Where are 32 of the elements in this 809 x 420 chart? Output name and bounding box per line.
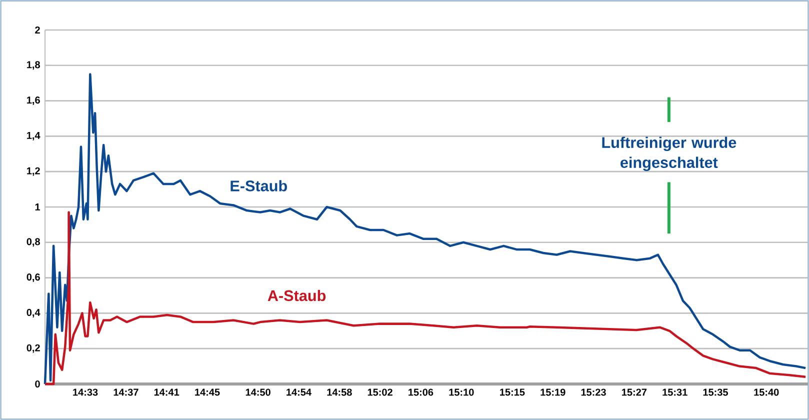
x-tick-label: 14:45 [195, 388, 220, 396]
y-tick-label: 1,8 [27, 61, 40, 70]
x-tick-label: 14:41 [154, 388, 180, 396]
x-tick-label: 15:15 [500, 388, 525, 396]
y-tick-label: 1,6 [27, 96, 40, 106]
ref-line-label: Luftreiniger wurde eingeschaltet [602, 136, 736, 172]
x-tick-label: 15:10 [449, 388, 474, 396]
x-tick-label: 15:27 [622, 388, 647, 396]
x-tick-label: 15:40 [754, 388, 779, 396]
y-tick-label: 0 [35, 380, 40, 388]
x-tick-label: 14:54 [286, 388, 312, 396]
series-label: E-Staub [230, 180, 287, 192]
x-tick-label: 15:02 [368, 388, 392, 396]
x-tick-label: 14:50 [246, 388, 270, 396]
x-tick-label: 15:23 [581, 388, 606, 396]
y-tick-label: 1,4 [27, 132, 40, 140]
x-tick-label: 14:58 [327, 388, 352, 396]
y-tick-label: 2 [35, 26, 40, 34]
x-tick-label: 14:37 [114, 388, 138, 396]
x-tick-label: 15:06 [408, 388, 434, 396]
y-tick-label: 0,2 [26, 344, 40, 353]
y-tick-label: 1,2 [27, 167, 40, 176]
x-tick-label: 14:33 [73, 388, 98, 396]
x-tick-label: 15:35 [703, 388, 728, 396]
line-series [44, 73, 807, 386]
y-tick-label: 0,8 [26, 238, 40, 247]
x-tick-label: 15:19 [540, 388, 566, 396]
y-tick-label: 1 [35, 204, 40, 210]
x-tick-label: 15:31 [662, 388, 688, 396]
series-label: A-Staub [268, 290, 326, 302]
y-tick-label: 0,4 [26, 308, 40, 318]
y-tick-label: 0,6 [26, 274, 40, 282]
